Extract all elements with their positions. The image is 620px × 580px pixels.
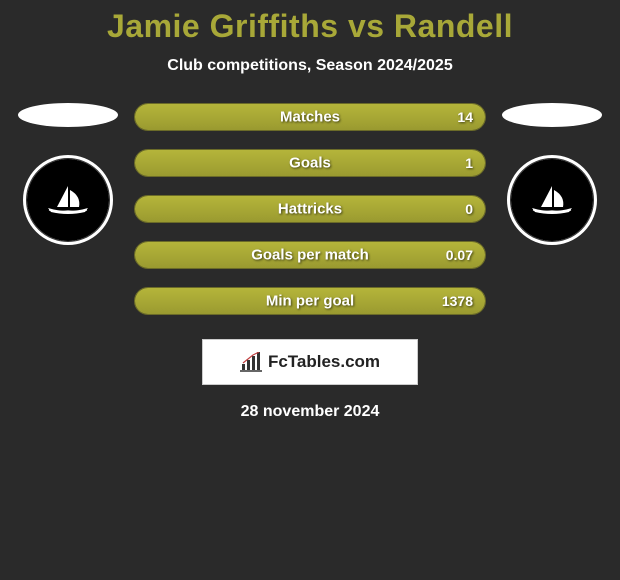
player-left-column (8, 103, 128, 245)
fctables-logo-text: FcTables.com (268, 352, 380, 372)
snapshot-date: 28 november 2024 (0, 403, 620, 421)
stat-value-right: 1 (465, 155, 473, 171)
plymouth-ship-icon (43, 180, 93, 220)
comparison-subtitle: Club competitions, Season 2024/2025 (0, 57, 620, 75)
stat-label: Goals per match (251, 247, 369, 264)
stat-label: Min per goal (266, 293, 354, 310)
stat-bar: Min per goal 1378 (134, 287, 486, 315)
stat-label: Matches (280, 109, 340, 126)
fctables-logo[interactable]: FcTables.com (202, 339, 418, 385)
club-badge-left (23, 155, 113, 245)
stat-value-right: 14 (457, 109, 473, 125)
stat-bar: Hattricks 0 (134, 195, 486, 223)
player-right-column (492, 103, 612, 245)
plymouth-ship-icon (527, 180, 577, 220)
stat-bar: Matches 14 (134, 103, 486, 131)
stat-label: Goals (289, 155, 331, 172)
bar-chart-icon (240, 352, 262, 372)
stat-bar: Goals 1 (134, 149, 486, 177)
stat-label: Hattricks (278, 201, 342, 218)
stat-bar: Goals per match 0.07 (134, 241, 486, 269)
stats-bars: Matches 14 Goals 1 Hattricks 0 Goals per match… (128, 103, 492, 315)
club-badge-right (507, 155, 597, 245)
stat-value-right: 1378 (442, 293, 473, 309)
player-left-silhouette (18, 103, 118, 127)
stat-value-right: 0 (465, 201, 473, 217)
player-right-silhouette (502, 103, 602, 127)
comparison-title: Jamie Griffiths vs Randell (0, 0, 620, 45)
comparison-content: Matches 14 Goals 1 Hattricks 0 Goals per match… (0, 103, 620, 315)
stat-value-right: 0.07 (446, 247, 473, 263)
